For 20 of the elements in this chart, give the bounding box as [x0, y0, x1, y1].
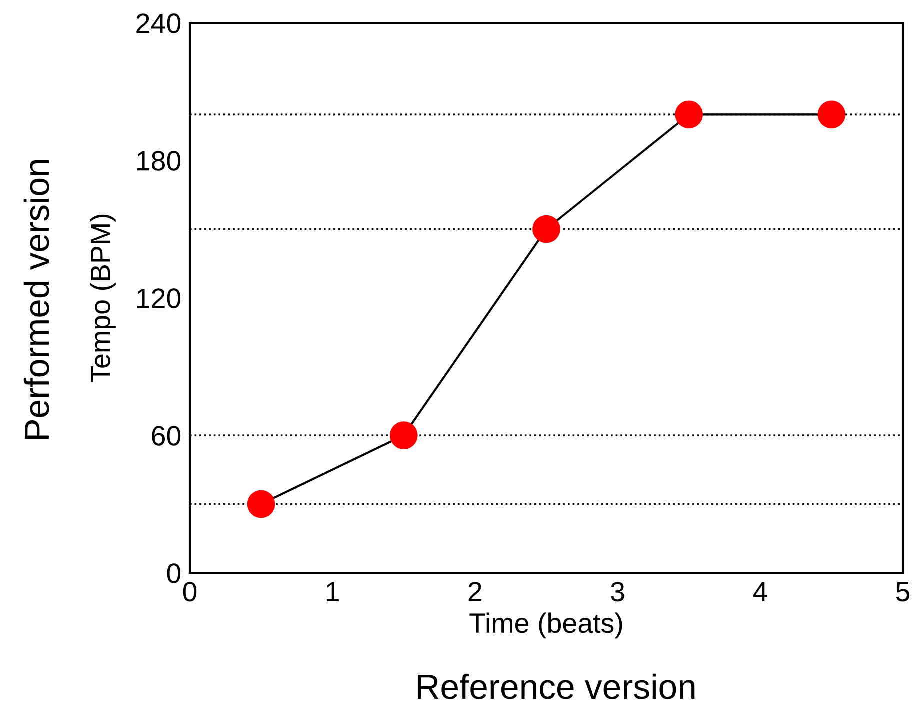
- x-tick-label: 3: [611, 582, 624, 602]
- y-tick-label: 240: [136, 14, 181, 34]
- point: [818, 100, 846, 129]
- text: Performed version: [24, 160, 50, 439]
- point: [675, 100, 703, 129]
- x-axis-title: Time (beats): [470, 612, 622, 639]
- x-tick-label: 4: [753, 582, 768, 602]
- y-axis-title: Tempo (BPM): [90, 214, 116, 382]
- y-tick-label: 60: [152, 426, 181, 446]
- y-tick-label: 0: [167, 564, 181, 584]
- x-tick-label: 5: [896, 582, 910, 602]
- point: [247, 490, 276, 518]
- point: [532, 215, 560, 244]
- y-tick-label: 120: [137, 288, 181, 308]
- x-tick-label: 2: [468, 582, 482, 602]
- y-tick-label: 180: [137, 151, 181, 171]
- x-tick-label: 1: [326, 582, 339, 602]
- text: Reference version: [418, 674, 695, 700]
- point: [390, 422, 418, 450]
- x-tick-label: 0: [183, 582, 197, 602]
